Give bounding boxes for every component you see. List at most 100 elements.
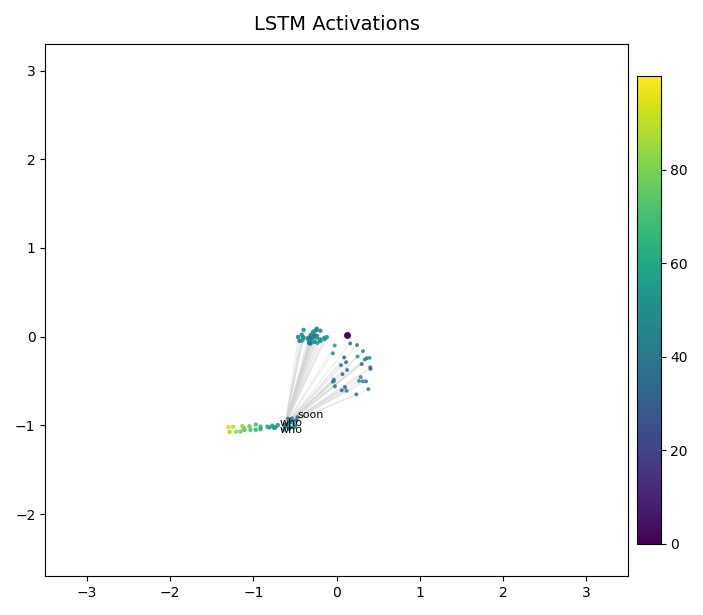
Point (286, 413, 297, 423)
Point (280, 421, 291, 431)
Point (365, 364, 376, 374)
Point (266, 421, 278, 430)
Point (315, 336, 326, 346)
Point (364, 353, 375, 363)
Point (311, 338, 323, 347)
Point (306, 334, 317, 344)
Point (284, 423, 295, 433)
Point (250, 419, 262, 429)
Point (255, 424, 266, 434)
Point (283, 419, 294, 429)
Point (327, 377, 338, 387)
Point (244, 421, 255, 431)
Point (250, 425, 262, 435)
Point (352, 352, 363, 362)
Point (361, 353, 373, 363)
Point (284, 417, 295, 427)
Point (297, 332, 309, 342)
Title: LSTM Activations: LSTM Activations (254, 15, 420, 34)
Point (311, 324, 322, 334)
Point (329, 341, 340, 351)
Point (342, 365, 353, 375)
Point (285, 423, 296, 432)
Point (268, 423, 279, 432)
Point (291, 415, 302, 425)
Point (305, 330, 316, 340)
Point (223, 422, 234, 432)
Point (328, 375, 340, 384)
Point (231, 427, 242, 437)
Point (224, 427, 236, 437)
Point (227, 422, 238, 432)
Point (339, 352, 350, 362)
Point (286, 416, 297, 426)
Point (308, 327, 319, 336)
Point (357, 346, 368, 356)
Point (305, 333, 316, 343)
Point (344, 339, 356, 349)
Point (270, 423, 281, 432)
Point (283, 414, 294, 424)
Point (321, 332, 333, 342)
Point (288, 419, 299, 429)
Point (359, 354, 370, 364)
Point (298, 325, 309, 335)
Point (272, 420, 283, 430)
Point (297, 336, 308, 346)
Point (235, 427, 246, 437)
Point (357, 376, 368, 386)
Point (255, 422, 266, 432)
Point (306, 331, 317, 341)
Point (330, 381, 341, 391)
Point (245, 425, 256, 435)
Point (328, 376, 340, 386)
Point (238, 423, 250, 433)
Point (351, 389, 362, 399)
Point (292, 332, 304, 342)
Point (352, 340, 363, 350)
Point (278, 425, 290, 435)
Point (311, 333, 323, 343)
Point (292, 412, 303, 422)
Point (309, 337, 320, 347)
Point (355, 372, 366, 382)
Point (298, 333, 309, 343)
Point (341, 386, 352, 395)
Point (288, 423, 299, 432)
Point (283, 424, 295, 434)
Point (327, 348, 338, 358)
Point (311, 331, 323, 341)
Point (319, 334, 330, 344)
Point (239, 425, 250, 435)
Point (307, 330, 318, 340)
Point (308, 329, 319, 339)
Point (304, 336, 316, 346)
Point (363, 384, 374, 394)
Point (285, 415, 297, 425)
Point (290, 422, 301, 432)
Point (264, 423, 275, 432)
Point (290, 416, 301, 426)
Text: soon: soon (297, 410, 324, 420)
Point (335, 360, 347, 370)
Point (302, 333, 314, 343)
Point (314, 335, 325, 344)
Point (294, 336, 305, 346)
Point (361, 376, 372, 386)
Point (307, 328, 318, 338)
Point (342, 330, 353, 340)
Point (304, 338, 315, 348)
Point (315, 326, 326, 336)
Point (237, 421, 248, 431)
Point (309, 331, 320, 341)
Point (337, 369, 348, 379)
Point (336, 386, 347, 395)
Text: who: who (280, 424, 303, 435)
Point (279, 421, 290, 430)
Point (340, 357, 352, 367)
Point (365, 362, 376, 372)
Point (305, 338, 316, 348)
Point (356, 359, 367, 369)
Point (262, 422, 273, 432)
Point (340, 382, 351, 392)
